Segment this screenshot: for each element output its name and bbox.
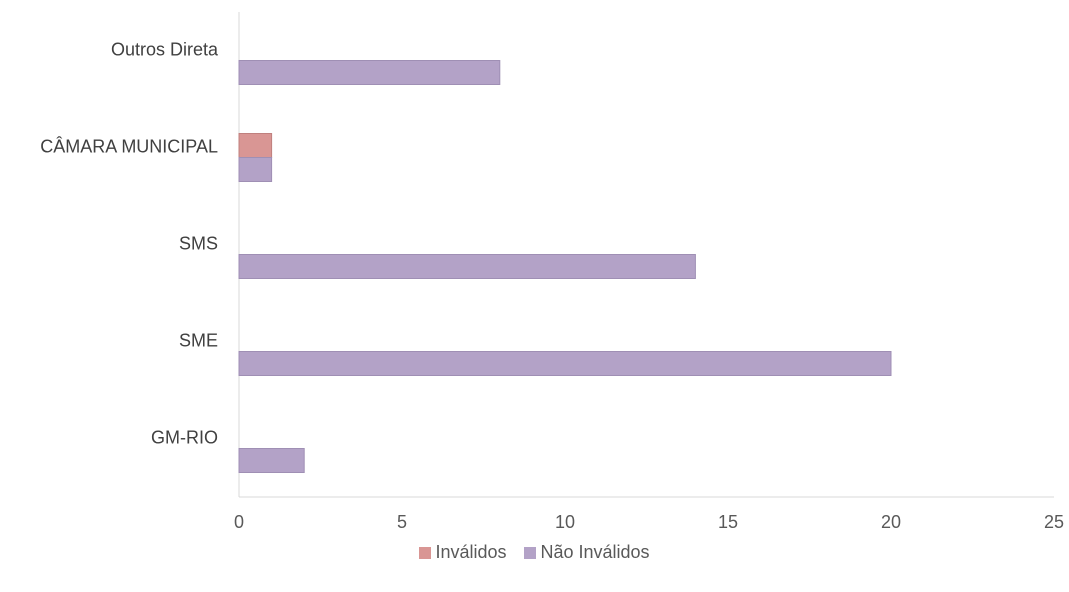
bar-chart: GM-RIO SME SMS CÂMARA MUNICIPAL Outros Diret… xyxy=(40,12,1064,532)
category-label-camara-municipal: CÂMARA MUNICIPAL xyxy=(40,136,218,156)
category-label-outros-direta: Outros Direta xyxy=(111,39,219,59)
x-tick-label-10: 10 xyxy=(555,512,575,532)
bar-nao-invalidos-sme[interactable] xyxy=(238,351,892,376)
category-label-sms: SMS xyxy=(179,233,218,253)
x-tick-label-15: 15 xyxy=(718,512,738,532)
legend-item-invalidos[interactable]: Inválidos xyxy=(419,542,506,563)
bar-nao-invalidos-sms[interactable] xyxy=(238,254,696,279)
legend-label-invalidos: Inválidos xyxy=(435,542,507,562)
bar-nao-invalidos-outros-direta[interactable] xyxy=(238,60,501,85)
legend: Inválidos Não Inválidos xyxy=(0,542,1069,563)
legend-item-nao-invalidos[interactable]: Não Inválidos xyxy=(524,542,650,563)
category-label-sme: SME xyxy=(179,330,218,350)
x-tick-labels: 0 5 10 15 20 25 xyxy=(234,512,1064,532)
bar-nao-invalidos-gm-rio[interactable] xyxy=(238,448,305,473)
legend-swatch-invalidos xyxy=(419,546,432,559)
x-tick-label-20: 20 xyxy=(881,512,901,532)
bar-nao-invalidos-camara-municipal[interactable] xyxy=(238,157,273,182)
bar-invalidos-camara-municipal[interactable] xyxy=(238,133,273,158)
x-tick-label-0: 0 xyxy=(234,512,244,532)
category-label-gm-rio: GM-RIO xyxy=(151,427,218,447)
bars-group xyxy=(238,60,892,473)
x-tick-label-5: 5 xyxy=(397,512,407,532)
legend-swatch-nao-invalidos xyxy=(524,546,537,559)
category-labels: GM-RIO SME SMS CÂMARA MUNICIPAL Outros Diret… xyxy=(40,39,219,447)
legend-label-nao-invalidos: Não Inválidos xyxy=(540,542,650,562)
x-tick-label-25: 25 xyxy=(1044,512,1064,532)
